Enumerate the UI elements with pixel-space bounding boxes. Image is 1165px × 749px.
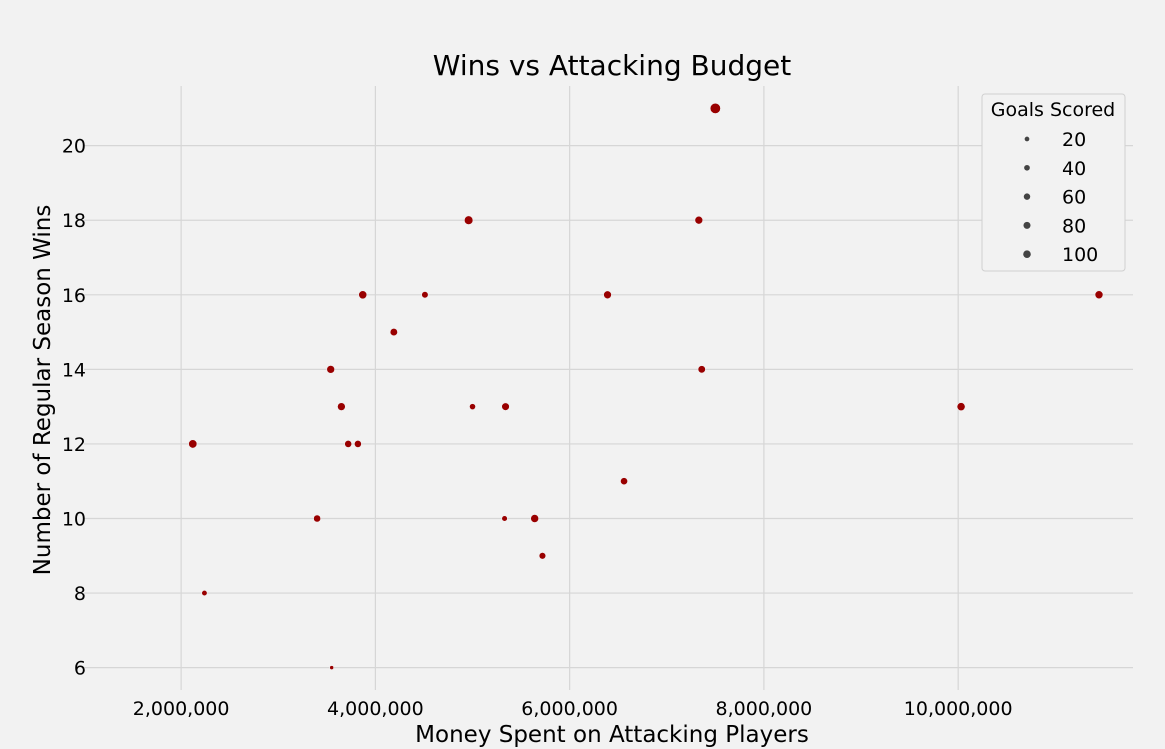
x-tick-label: 10,000,000 [904,698,1013,720]
data-point [1094,290,1104,300]
data-point [188,439,198,449]
legend-label: 60 [1062,187,1086,209]
legend-frame [981,93,1126,272]
legend-marker [1023,221,1031,229]
y-tick-label: 8 [74,583,86,605]
data-point [620,477,628,486]
legend-title: Goals Scored [991,99,1115,121]
data-point [354,440,362,448]
data-point [313,514,322,523]
y-tick-label: 12 [62,434,86,456]
y-tick-label: 14 [62,359,86,381]
x-tick-label: 6,000,000 [521,698,618,720]
legend-marker [1024,136,1030,142]
y-tick-label: 10 [62,508,86,530]
x-tick-label: 8,000,000 [716,698,813,720]
data-point [389,328,398,337]
data-point [538,552,547,560]
data-point [344,440,353,448]
data-point [201,590,208,597]
x-tick-label: 4,000,000 [327,698,424,720]
data-point [530,514,540,523]
data-point [469,403,476,411]
data-point [697,365,706,374]
data-point [603,290,612,300]
data-point [358,290,368,300]
data-point [709,102,721,114]
y-tick-label: 6 [74,658,86,680]
data-points [188,102,1104,670]
legend-marker [1023,250,1031,258]
legend-label: 40 [1062,158,1086,180]
data-point [326,365,335,374]
size-legend: Goals Scored 20 40 60 80 100 [981,93,1126,272]
legend-marker [1023,193,1031,200]
legend-entries: 20 40 60 80 100 [1023,129,1098,266]
x-tick-labels: 2,000,000 4,000,000 6,000,000 8,000,000 10,0… [133,698,1013,720]
y-tick-label: 20 [62,136,86,158]
y-tick-labels: 6 8 10 12 14 16 18 20 [62,136,86,680]
y-tick-label: 16 [62,285,86,307]
data-point [501,515,508,522]
data-point [337,402,346,411]
chart-title: Wins vs Attacking Budget [433,49,791,82]
data-point [463,215,474,225]
y-axis-label: Number of Regular Season Wins [30,205,56,576]
x-tick-label: 2,000,000 [133,698,230,720]
data-point [694,215,704,225]
data-point [956,402,966,412]
legend-marker [1024,164,1030,171]
legend-label: 100 [1062,244,1098,266]
legend-label: 20 [1062,129,1086,151]
legend-label: 80 [1062,215,1086,237]
y-tick-label: 18 [62,210,86,232]
data-point [501,402,510,411]
data-point [329,665,334,670]
x-axis-label: Money Spent on Attacking Players [415,722,809,748]
data-point [421,291,429,299]
